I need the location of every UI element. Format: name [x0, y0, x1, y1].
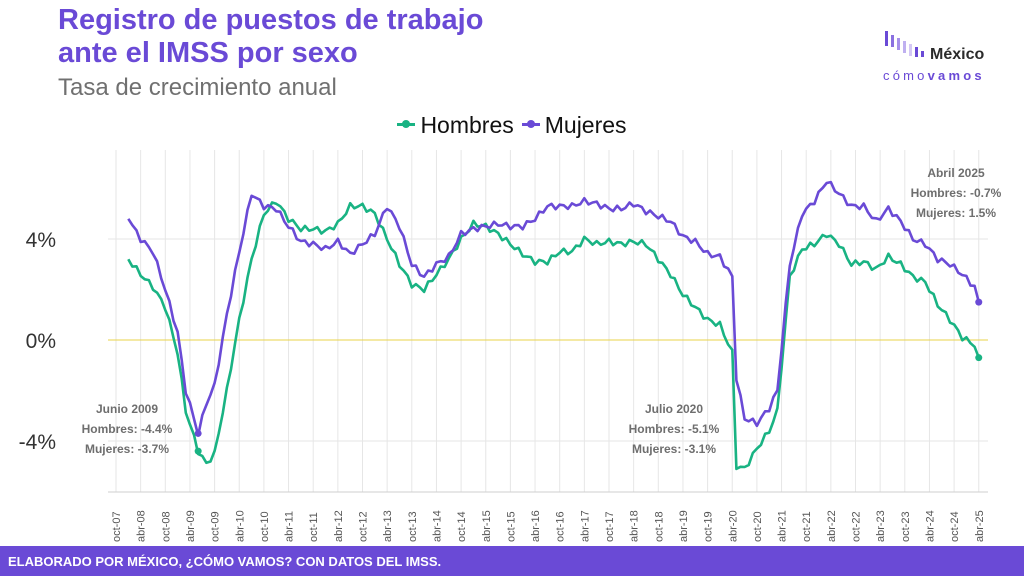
- x-tick-label: oct-14: [456, 511, 468, 542]
- series-line-hombres: [127, 201, 981, 471]
- x-tick-label: oct-09: [210, 511, 222, 542]
- x-tick-label: abr-08: [136, 510, 148, 542]
- x-tick-label: oct-22: [851, 511, 863, 542]
- x-tick-label: abr-13: [382, 510, 394, 542]
- footer-bar: ELABORADO POR MÉXICO, ¿CÓMO VAMOS? CON D…: [0, 546, 1024, 576]
- annotation-line: Hombres: -4.4%: [82, 422, 173, 436]
- x-tick-label: oct-17: [604, 511, 616, 542]
- annotation-line: Julio 2020: [645, 402, 703, 416]
- x-tick-label: abr-23: [875, 510, 887, 542]
- footer-text: ELABORADO POR MÉXICO, ¿CÓMO VAMOS? CON D…: [8, 554, 442, 569]
- chart-subtitle: Tasa de crecimiento anual: [58, 74, 337, 101]
- x-tick-label: oct-16: [555, 511, 567, 542]
- legend-item-mujeres: Mujeres: [521, 112, 627, 139]
- x-tick-label: oct-24: [949, 511, 961, 542]
- mexico-como-vamos-logo: México cómovamos: [880, 24, 1010, 94]
- logo-sub-bold: vamos: [927, 68, 985, 83]
- x-tick-label: abr-22: [826, 510, 838, 542]
- logo-tagline: cómovamos: [883, 68, 985, 83]
- annotation-line: Mujeres: 1.5%: [916, 206, 996, 220]
- x-tick-label: oct-20: [752, 511, 764, 542]
- x-tick-label: abr-24: [924, 510, 936, 542]
- data-point-hombres: [975, 354, 983, 362]
- x-tick-label: oct-23: [900, 511, 912, 542]
- line-chart: -4% 0% 4% oct-07 abr-08 oct-08 abr-09 oct-09 abr…: [19, 150, 1002, 542]
- annotation-line: Junio 2009: [96, 402, 158, 416]
- chart-title-line1: Registro de puestos de trabajo: [58, 4, 484, 36]
- chart-title-line2: ante el IMSS por sexo: [58, 37, 358, 69]
- annotation-3: Abril 2025 Hombres: -0.7% Mujeres: 1.5%: [911, 166, 1002, 220]
- x-tick-label: abr-21: [777, 510, 789, 542]
- legend-label: Hombres: [420, 112, 514, 138]
- x-tick-label: abr-16: [530, 510, 542, 542]
- data-point-mujeres: [194, 429, 202, 437]
- x-tick-label: abr-11: [284, 511, 296, 542]
- x-tick-label: abr-17: [579, 510, 591, 542]
- y-tick-label: 4%: [26, 229, 56, 252]
- x-tick-label: oct-10: [259, 511, 271, 542]
- legend-marker: [397, 120, 416, 129]
- logo-sub-light: cómo: [883, 68, 928, 83]
- legend-marker: [521, 120, 540, 129]
- x-tick-label: oct-12: [358, 511, 370, 542]
- x-tick-label: oct-08: [160, 511, 172, 542]
- x-tick-label: oct-15: [505, 511, 517, 542]
- annotation-line: Hombres: -5.1%: [629, 422, 720, 436]
- y-tick-label: 0%: [26, 330, 56, 353]
- annotation-line: Mujeres: -3.1%: [632, 442, 716, 456]
- y-tick-label: -4%: [19, 431, 56, 454]
- x-tick-label: abr-19: [678, 510, 690, 542]
- x-tick-label: oct-19: [703, 511, 715, 542]
- bar-chart-logo-icon: [885, 31, 924, 57]
- annotation-2: Julio 2020 Hombres: -5.1% Mujeres: -3.1%: [629, 402, 720, 456]
- logo-name: México: [930, 46, 985, 63]
- x-tick-label: oct-21: [801, 511, 813, 542]
- annotation-line: Mujeres: -3.7%: [85, 442, 169, 456]
- chart-legend: Hombres Mujeres: [0, 112, 1024, 139]
- x-tick-label: abr-25: [974, 510, 986, 542]
- legend-label: Mujeres: [544, 112, 627, 138]
- x-tick-label: oct-13: [407, 511, 419, 542]
- x-tick-label: abr-12: [333, 510, 345, 542]
- x-tick-label: abr-18: [629, 510, 641, 542]
- x-tick-label: oct-18: [653, 511, 665, 542]
- x-tick-label: abr-10: [234, 510, 246, 542]
- x-tick-label: abr-09: [185, 510, 197, 542]
- x-tick-label: abr-20: [727, 510, 739, 542]
- legend-item-hombres: Hombres: [397, 112, 514, 139]
- x-tick-label: abr-14: [431, 510, 443, 542]
- chart-title: Registro de puestos de trabajo ante el I…: [58, 4, 483, 70]
- x-tick-label: oct-07: [111, 511, 123, 542]
- data-point-hombres: [194, 447, 202, 455]
- annotation-line: Abril 2025: [927, 166, 985, 180]
- annotation-line: Hombres: -0.7%: [911, 186, 1002, 200]
- data-point-mujeres: [975, 298, 983, 306]
- series-line-mujeres: [127, 180, 981, 437]
- x-tick-label: abr-15: [481, 510, 493, 542]
- x-tick-label: oct-11: [308, 512, 320, 542]
- annotation-1: Junio 2009 Hombres: -4.4% Mujeres: -3.7%: [82, 402, 173, 456]
